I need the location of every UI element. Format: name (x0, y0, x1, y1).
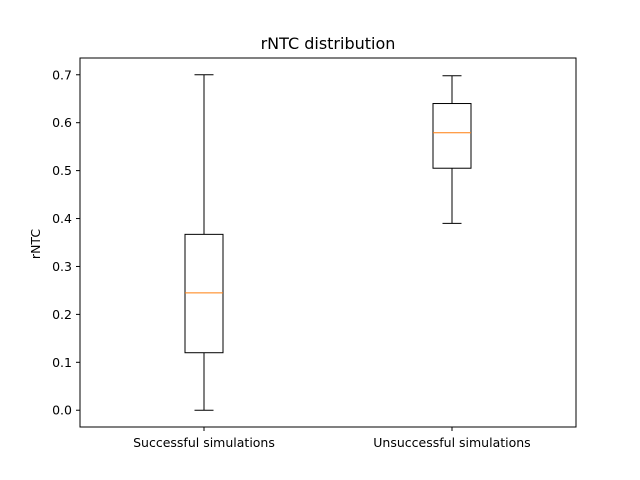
y-axis-label: rNTC (28, 229, 43, 259)
y-tick-label-4: 0.4 (52, 211, 72, 226)
y-tick-label-7: 0.7 (52, 67, 72, 82)
chart-title: rNTC distribution (261, 34, 396, 53)
y-tick-label-1: 0.1 (52, 355, 72, 370)
box-0 (184, 233, 224, 354)
axes-frame (79, 57, 577, 428)
y-tick-label-0: 0.0 (52, 403, 72, 418)
box-1 (432, 103, 472, 169)
x-tick-label-0: Successful simulations (133, 435, 275, 450)
plot-area: 0.0 0.1 0.2 0.3 0.4 0.5 0.6 0.7 Successful simul… (52, 57, 577, 450)
x-tick-label-1: Unsuccessful simulations (373, 435, 530, 450)
y-tick-label-6: 0.6 (52, 115, 72, 130)
y-tick-label-5: 0.5 (52, 163, 72, 178)
y-tick-label-2: 0.2 (52, 307, 72, 322)
y-tick-label-3: 0.3 (52, 259, 72, 274)
